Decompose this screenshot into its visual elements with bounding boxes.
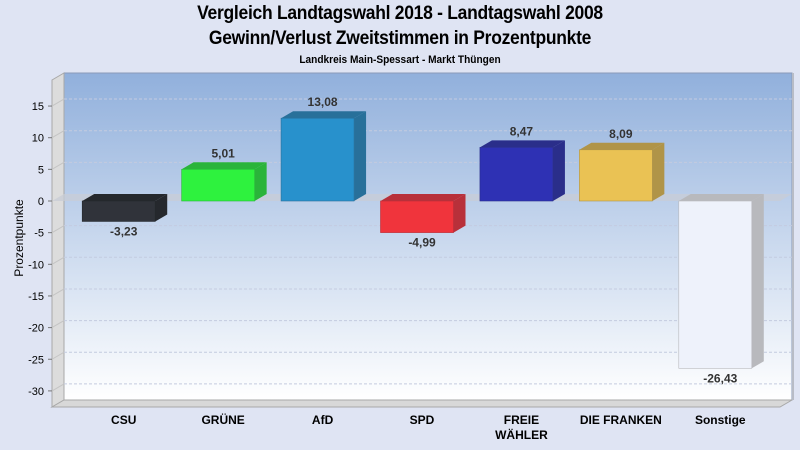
bar-sonstige [678, 194, 764, 369]
gridline-side [51, 383, 65, 392]
value-label: 8,09 [609, 127, 633, 141]
y-tick-label: -10 [28, 259, 44, 271]
bar-side-face [155, 194, 168, 222]
bar-front-face [380, 200, 454, 233]
chart-title-line1: Vergleich Landtagswahl 2018 - Landtagswa… [197, 3, 603, 24]
y-tick-label: 15 [32, 101, 44, 113]
gridline-side [51, 320, 65, 329]
bar-top-face [181, 162, 267, 170]
category-label: AfD [312, 413, 334, 427]
value-label: -26,43 [703, 371, 737, 385]
category-label: DIE FRANKEN [580, 413, 662, 427]
bar-side-face [354, 111, 367, 201]
value-label: 8,47 [510, 124, 534, 138]
bar-top-face [579, 142, 665, 150]
chart-title-line2: Gewinn/Verlust Zweitstimmen in Prozentpu… [208, 28, 592, 49]
y-tick-label: 0 [38, 196, 44, 208]
value-labels: -3,23 5,01 13,08 -4,99 8,47 8,09 -26,43 [110, 95, 738, 385]
bar-front-face [81, 200, 156, 222]
bars [81, 111, 764, 369]
bar-top-face [678, 194, 764, 201]
category-label: FREIE [504, 413, 539, 427]
y-tick-label: 5 [38, 164, 44, 176]
category-label: GRÜNE [201, 412, 244, 427]
category-label: SPD [410, 413, 435, 427]
value-label: 13,08 [308, 95, 338, 109]
bar-side-face [652, 142, 665, 201]
plot-frame [50, 72, 794, 408]
bar-spd [380, 194, 466, 233]
bar-die-franken [579, 142, 665, 202]
chart-subtitle: Landkreis Main-Spessart - Markt Thüngen [299, 54, 501, 66]
category-label: Sonstige [695, 413, 746, 427]
bar-csu [81, 194, 168, 222]
y-tick-label: -30 [28, 386, 44, 398]
bar-side-face [453, 194, 466, 233]
bar-grüne [181, 162, 267, 202]
plot-back-wall [63, 72, 793, 401]
gridline-side [51, 256, 65, 265]
bar-side-face [254, 162, 267, 201]
bar-top-face [82, 194, 168, 201]
y-tick-label: -20 [28, 323, 44, 335]
value-label: -3,23 [110, 224, 138, 238]
bar-front-face [579, 149, 653, 202]
bar-front-face [479, 147, 554, 202]
value-label: -4,99 [408, 236, 436, 250]
gridline-side [51, 161, 65, 170]
gridline-side [51, 351, 65, 360]
gridline-side [51, 98, 65, 107]
bar-front-face [181, 168, 255, 202]
bar-side-face [751, 194, 764, 369]
y-tick-label: -15 [28, 291, 44, 303]
value-label: 5,01 [211, 146, 235, 160]
y-tick-label: -25 [28, 354, 44, 366]
bar-top-face [479, 140, 565, 148]
category-label: WÄHLER [495, 427, 548, 442]
y-axis-label: Prozentpunkte [12, 199, 26, 277]
gridline-side [51, 130, 65, 139]
plot-floor [50, 399, 794, 408]
y-tick-label: -5 [34, 228, 44, 240]
bar-top-face [281, 111, 367, 119]
bar-top-face [380, 194, 466, 201]
category-label: CSU [111, 413, 136, 427]
bar-freie-wähler [479, 140, 565, 202]
plot-right-edge [792, 73, 794, 400]
bar-front-face [678, 200, 753, 369]
bar-side-face [552, 140, 565, 201]
bar-front-face [280, 117, 355, 202]
bar-afd [280, 111, 367, 202]
plot-left-wall [51, 72, 65, 408]
y-tick-label: 10 [32, 133, 44, 145]
gridline-side [51, 225, 65, 234]
y-axis-ticks: 15 10 5 0 -5 -10 -15 -20 -25 -30 [28, 101, 52, 398]
gridline-side [51, 288, 65, 297]
